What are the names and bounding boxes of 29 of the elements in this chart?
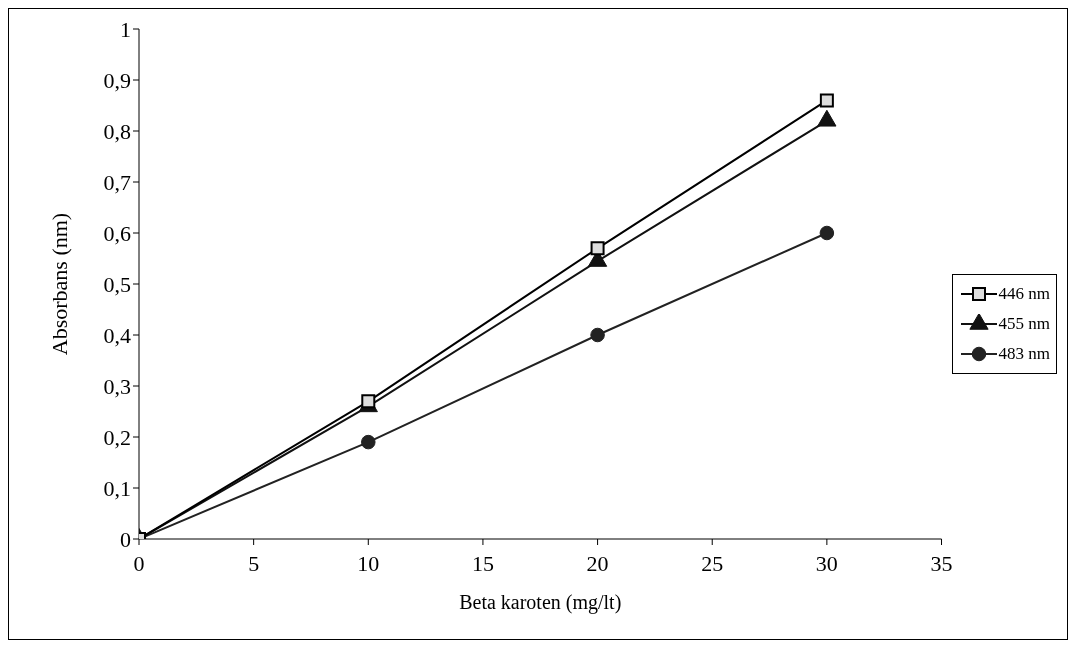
x-tick-label: 30 xyxy=(815,550,838,576)
x-tick-label: 25 xyxy=(701,550,724,576)
point xyxy=(819,93,834,108)
legend-label: 483 nm xyxy=(998,344,1050,364)
y-tick-label: 0,6 xyxy=(103,220,131,246)
legend-label: 446 nm xyxy=(998,284,1050,304)
y-tick-label: 0,5 xyxy=(103,271,131,297)
x-tick-label: 35 xyxy=(930,550,953,576)
x-axis-title: Beta karoten (mg/lt) xyxy=(459,591,622,614)
x-tick-label: 10 xyxy=(357,550,380,576)
y-tick-label: 0,9 xyxy=(103,67,131,93)
x-tick-label: 15 xyxy=(471,550,494,576)
y-tick-label: 0,1 xyxy=(103,475,131,501)
y-tick-label: 0,8 xyxy=(103,118,131,144)
point xyxy=(590,327,605,343)
y-tick-label: 0,2 xyxy=(103,424,131,450)
point xyxy=(819,225,835,241)
y-tick-label: 0 xyxy=(120,526,131,552)
x-tick-label: 20 xyxy=(586,550,609,576)
point xyxy=(590,241,605,256)
y-tick-label: 1 xyxy=(120,16,131,42)
legend-label: 455 nm xyxy=(998,314,1050,334)
y-tick-label: 0,4 xyxy=(103,322,131,348)
y-axis-title: Absorbans (nm) xyxy=(46,212,72,356)
point xyxy=(361,394,376,409)
point xyxy=(361,434,376,450)
y-tick-label: 0,7 xyxy=(103,169,131,195)
y-tick-label: 0,3 xyxy=(103,373,131,399)
x-tick-label: 5 xyxy=(248,550,260,576)
